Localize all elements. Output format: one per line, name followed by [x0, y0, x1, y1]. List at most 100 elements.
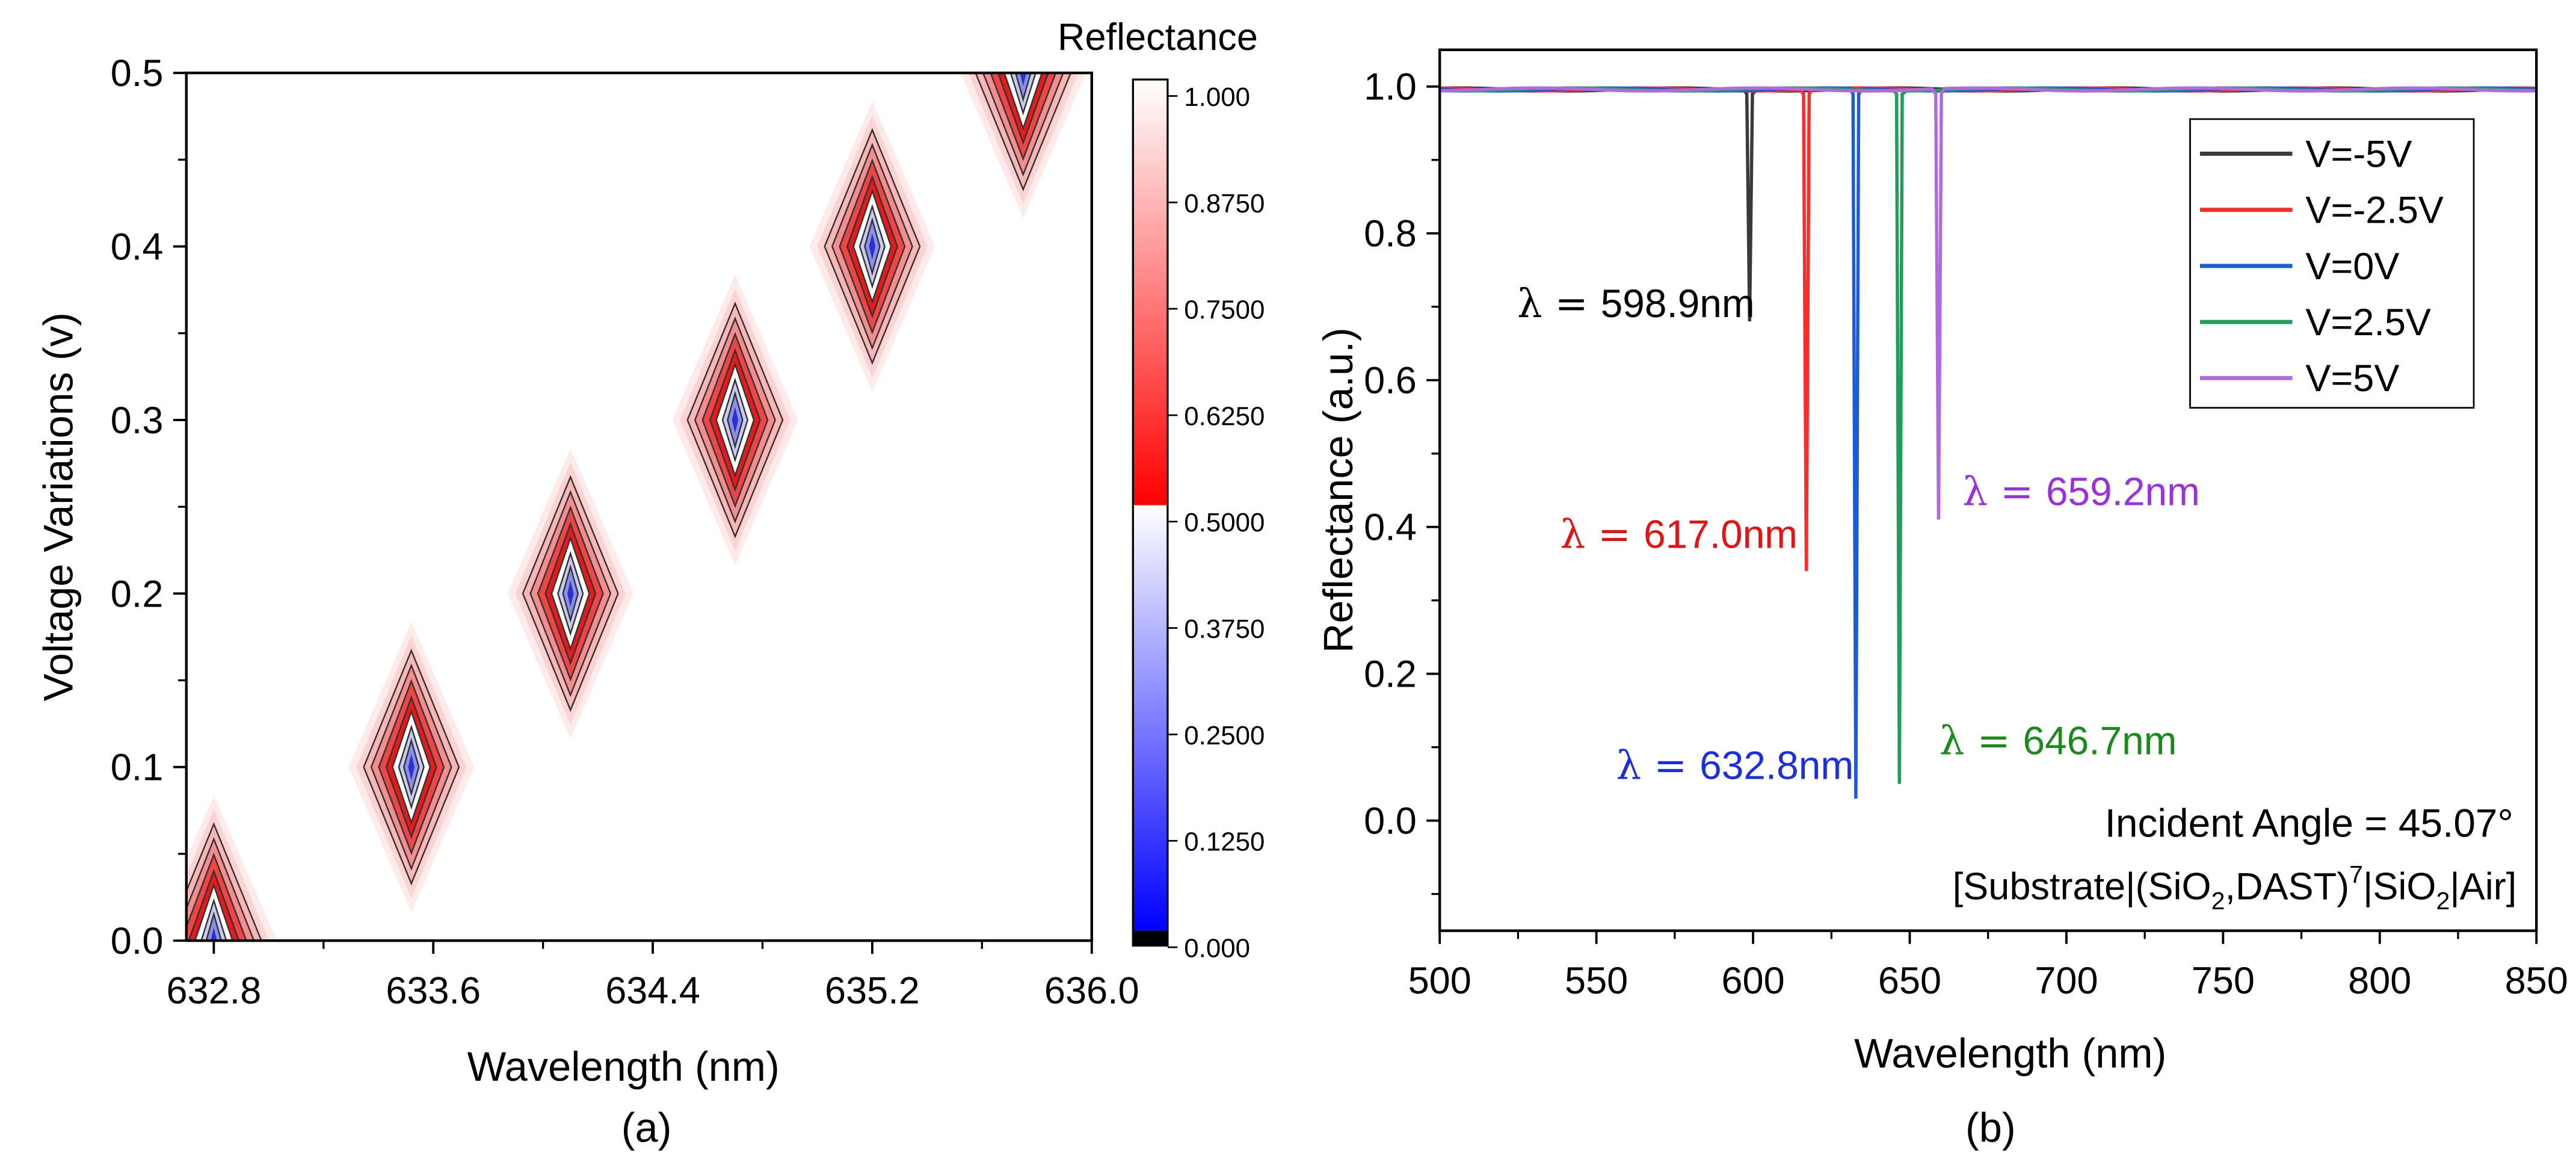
contour-level: [732, 406, 739, 433]
structure-sub2: 2: [2436, 887, 2450, 915]
lambda-symbol: λ: [1560, 511, 1598, 558]
colorbar-tick-label: 0.6250: [1184, 401, 1265, 431]
contour-level: [567, 580, 574, 607]
dip-annotation: λ = 617.0nm: [1560, 511, 1798, 558]
lambda-symbol: λ: [1940, 717, 1977, 764]
structure-part2: ,DAST): [2225, 866, 2349, 908]
panel-b-y-tick-label: 0.8: [1364, 213, 1417, 255]
colorbar-tick-label: 0.1250: [1184, 827, 1265, 857]
panel-b-label: (b): [1965, 1105, 2016, 1151]
panel-b-x-tick-label: 850: [2505, 960, 2568, 1002]
panel-b-x-tick-label: 500: [1408, 960, 1471, 1002]
lambda-symbol: λ: [1517, 280, 1555, 327]
dip-wavelength-value: 659.2nm: [2046, 469, 2200, 513]
panel-b-x-ticks: 500 550 600 650 700 750 800 850: [1408, 930, 2568, 1002]
equals-sign: =: [2000, 468, 2046, 515]
legend-label: V=2.5V: [2305, 301, 2431, 344]
dip-wavelength-value: 617.0nm: [1644, 512, 1798, 557]
panel-a-x-tick-label: 633.6: [386, 969, 481, 1012]
incident-angle-label: Incident Angle = 45.07°: [2105, 800, 2513, 845]
panel-b-x-tick-label: 800: [2348, 960, 2411, 1002]
panel-a-background: [186, 73, 1092, 941]
panel-b-series-lines: [1440, 86, 2537, 799]
panel-a-xlabel: Wavelength (nm): [467, 1043, 780, 1090]
colorbar-tick-label: 0.000: [1184, 934, 1250, 963]
legend: V=-5V V=-2.5V V=0V V=2.5V V=5V: [2189, 118, 2475, 409]
panel-a-contours: [186, 73, 1086, 941]
panel-a-ylabel: Voltage Variations (v): [35, 312, 82, 701]
panel-b-y-tick-label: 1.0: [1364, 66, 1417, 108]
colorbar-title: Reflectance: [1058, 16, 1258, 58]
panel-a-x-tick-label: 635.2: [825, 969, 920, 1012]
colorbar-frame: [1132, 78, 1169, 947]
contour-level: [408, 753, 414, 780]
colorbar-tick-label: 0.8750: [1184, 189, 1265, 218]
panel-b-y-ticks: 0.0 0.2 0.4 0.6 0.8 1.0: [1364, 66, 1440, 895]
panel-b-y-tick-label: 0.2: [1364, 654, 1417, 696]
panel-a-x-ticks: 632.8 633.6 634.4 635.2 636.0: [166, 941, 1139, 1012]
legend-items: V=-5V V=-2.5V V=0V V=2.5V V=5V: [2199, 133, 2444, 400]
panel-b-y-tick-label: 0.4: [1364, 507, 1417, 549]
panel-b-x-tick-label: 600: [1721, 960, 1784, 1002]
series-line: [1440, 86, 2537, 520]
structure-part1: [Substrate|(SiO: [1953, 866, 2211, 908]
equals-sign: =: [1977, 717, 2023, 764]
equals-sign: =: [1654, 742, 1699, 788]
dip-wavelength-value: 598.9nm: [1601, 281, 1755, 326]
equals-sign: =: [1598, 511, 1644, 558]
equals-sign: =: [1555, 280, 1601, 327]
colorbar-underflow: [1133, 930, 1168, 946]
structure-sub1: 2: [2211, 887, 2225, 915]
panel-a-x-tick-label: 636.0: [1044, 969, 1139, 1012]
panel-b-x-tick-label: 750: [2192, 960, 2255, 1002]
legend-label: V=-2.5V: [2305, 190, 2444, 232]
panel-a-label: (a): [621, 1105, 672, 1151]
structure-part3: |SiO: [2363, 866, 2436, 908]
legend-box: [2189, 118, 2475, 409]
colorbar-tick-label: 1.000: [1184, 82, 1250, 112]
dip-wavelength-value: 632.8nm: [1699, 743, 1853, 787]
colorbar-gradient-bar: [1133, 79, 1168, 931]
panel-a-y-tick-label: 0.4: [111, 226, 164, 268]
colorbar-tick-label: 0.2500: [1184, 721, 1265, 750]
lambda-symbol: λ: [1962, 468, 2000, 515]
contour-level: [211, 927, 217, 941]
dip-wavelength-value: 646.7nm: [2023, 718, 2177, 762]
contour-level: [869, 233, 876, 260]
panel-a-x-tick-label: 634.4: [605, 969, 700, 1012]
panel-b-y-tick-label: 0.6: [1364, 360, 1417, 402]
colorbar-ticks: 0.000 0.1250 0.2500 0.3750 0.5000 0.6250 0.750…: [1167, 82, 1265, 963]
legend-label: V=5V: [2305, 357, 2399, 400]
contour-level: [1014, 73, 1032, 102]
legend-label: V=0V: [2305, 246, 2399, 288]
panel-a-y-tick-label: 0.1: [111, 747, 164, 789]
structure-sup: 7: [2349, 861, 2363, 888]
dip-annotation: λ = 632.8nm: [1616, 742, 1854, 788]
panel-b: 500 550 600 650 700 750 800 850 0.0 0.2 0.4 0.6 0.8…: [1315, 48, 2568, 1151]
dip-annotation: λ = 598.9nm: [1517, 280, 1755, 327]
panel-b-y-tick-label: 0.0: [1364, 800, 1417, 842]
legend-label: V=-5V: [2305, 133, 2412, 175]
panel-a: 632.8 633.6 634.4 635.2 636.0 0.00.10.20.30.…: [35, 16, 1265, 1151]
dip-annotation: λ = 646.7nm: [1940, 717, 2177, 764]
panel-a-y-tick-label: 0.3: [111, 400, 164, 442]
panel-a-y-tick-label: 0.0: [111, 920, 164, 962]
colorbar-tick-label: 0.5000: [1184, 508, 1265, 537]
panel-a-x-tick-label: 632.8: [166, 969, 261, 1012]
panel-b-ylabel: Reflectance (a.u.): [1315, 327, 1361, 653]
panel-b-x-tick-label: 700: [2035, 960, 2098, 1002]
colorbar-tick-label: 0.7500: [1184, 295, 1265, 325]
panel-a-y-tick-label: 0.5: [111, 52, 164, 94]
panel-b-x-tick-label: 550: [1565, 960, 1628, 1002]
panel-a-y-ticks: 0.0 0.1 0.2 0.3 0.4 0.5: [111, 52, 186, 962]
panel-a-y-tick-label: 0.2: [111, 573, 164, 615]
structure-label: [Substrate|(SiO2,DAST)7|SiO2|Air]: [1953, 861, 2517, 915]
dip-annotation: λ = 659.2nm: [1962, 468, 2200, 515]
panel-b-x-tick-label: 650: [1878, 960, 1941, 1002]
panel-b-xlabel: Wavelength (nm): [1854, 1030, 2166, 1077]
lambda-symbol: λ: [1616, 742, 1654, 788]
contour-level: [1020, 73, 1026, 87]
contour-level: [205, 911, 223, 941]
